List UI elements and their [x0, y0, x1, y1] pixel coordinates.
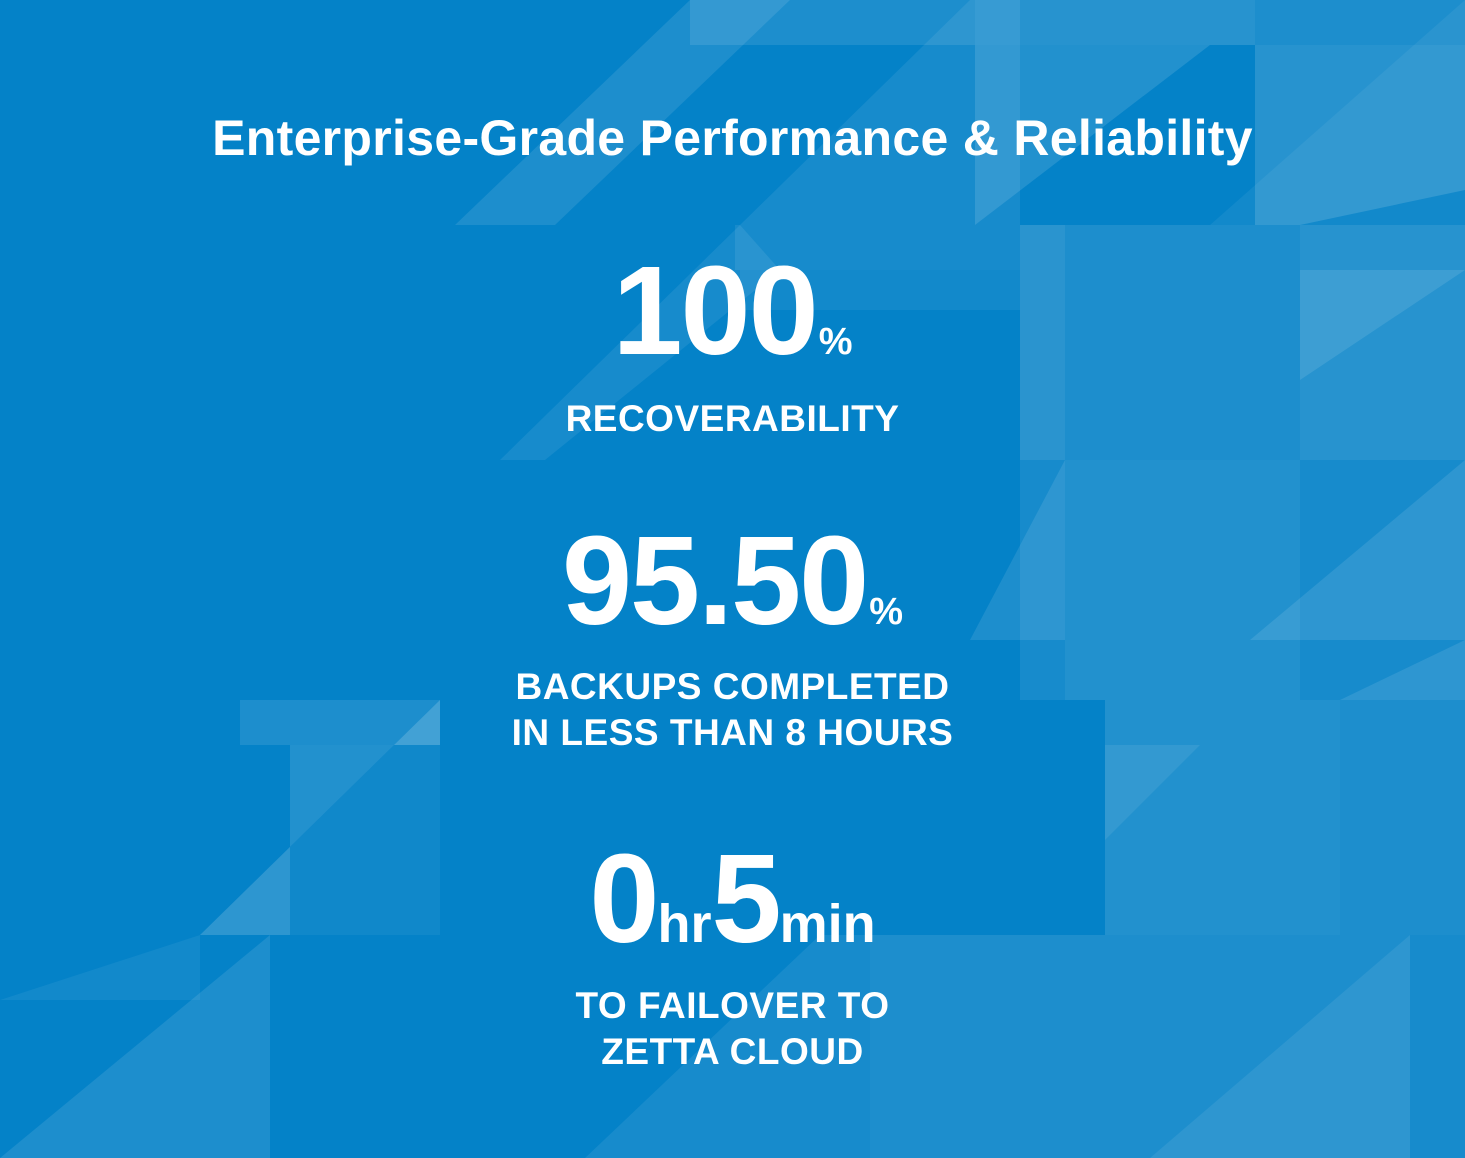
stat-label-line: TO FAILOVER TO — [575, 985, 890, 1026]
pattern-shape — [0, 935, 200, 1000]
stat-recoverability-label: RECOVERABILITY — [0, 396, 1465, 442]
pattern-shape — [500, 225, 780, 460]
pattern-shape — [200, 700, 440, 935]
pattern-shape — [870, 935, 1105, 1158]
pattern-shape — [690, 0, 975, 45]
pattern-shape — [975, 45, 1210, 225]
stat-unit: % — [869, 591, 904, 633]
stat-number: 95.50 — [561, 510, 869, 651]
page-title: Enterprise-Grade Performance & Reliabili… — [212, 110, 1253, 166]
pattern-shape — [740, 0, 1020, 225]
pattern-shape — [740, 270, 1020, 310]
stat-label-line: ZETTA CLOUD — [601, 1031, 864, 1072]
pattern-shape — [970, 460, 1065, 640]
pattern-shape — [0, 935, 270, 1158]
pattern-shape — [1105, 700, 1340, 935]
pattern-shape — [1020, 460, 1065, 700]
stat-failover-label: TO FAILOVER TO ZETTA CLOUD — [0, 983, 1465, 1075]
pattern-shape — [1250, 460, 1465, 640]
pattern-shape — [1300, 270, 1465, 380]
stat-number: 0 — [589, 828, 659, 969]
stat-number: 5 — [711, 828, 781, 969]
stat-backups-label: BACKUPS COMPLETED IN LESS THAN 8 HOURS — [0, 664, 1465, 756]
pattern-shape — [1105, 935, 1410, 1158]
pattern-shape — [1020, 225, 1300, 460]
pattern-shape — [1210, 0, 1465, 225]
stat-unit: hr — [657, 894, 712, 954]
pattern-shape — [1105, 745, 1200, 840]
pattern-shape — [455, 0, 790, 225]
stat-label-line: RECOVERABILITY — [565, 398, 900, 439]
pattern-shape — [1150, 935, 1465, 1158]
pattern-shape — [975, 0, 1255, 45]
pattern-shape — [240, 700, 440, 745]
stat-failover-value: 0hr5min — [0, 826, 1465, 971]
pattern-shape — [1255, 45, 1465, 225]
pattern-shape — [1255, 0, 1465, 45]
pattern-shape — [585, 935, 870, 1158]
pattern-shape — [1020, 225, 1065, 460]
pattern-shape — [1340, 640, 1465, 935]
pattern-shape — [1065, 460, 1300, 700]
stat-label-line: BACKUPS COMPLETED — [515, 666, 950, 707]
stat-label-line: IN LESS THAN 8 HOURS — [511, 712, 954, 753]
stat-backups-value: 95.50% — [0, 508, 1465, 653]
stat-unit: min — [779, 894, 876, 954]
pattern-shape — [735, 225, 1020, 270]
pattern-shape — [1300, 460, 1465, 700]
pattern-shape — [1300, 225, 1465, 460]
stat-unit: % — [818, 321, 853, 363]
stat-number: 100 — [612, 240, 818, 381]
stat-recoverability-value: 100% — [0, 238, 1465, 383]
pattern-shape — [200, 700, 440, 935]
